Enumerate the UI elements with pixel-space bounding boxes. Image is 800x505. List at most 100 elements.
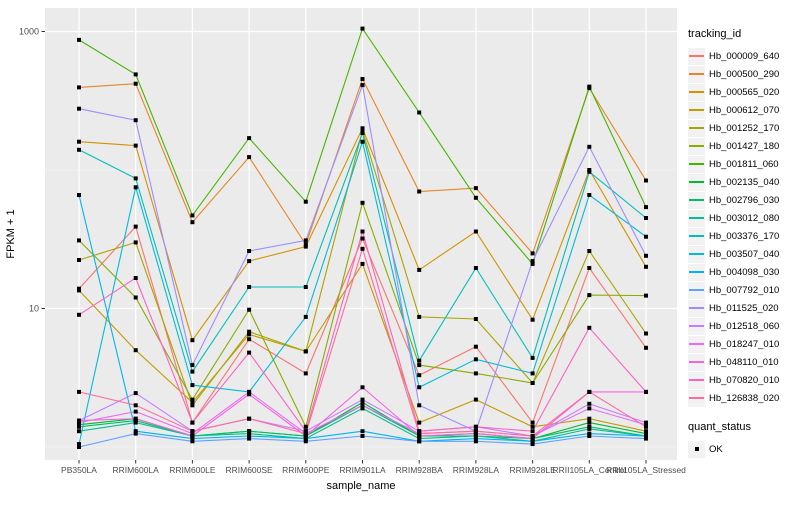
data-point xyxy=(360,126,365,131)
legend-key-line-icon xyxy=(688,389,705,407)
data-point xyxy=(587,389,592,394)
data-point xyxy=(77,147,81,152)
data-point xyxy=(473,344,478,349)
data-point xyxy=(417,363,422,368)
data-point xyxy=(473,397,478,402)
data-point xyxy=(530,317,535,322)
data-point xyxy=(360,400,365,405)
data-point xyxy=(530,442,535,447)
data-point xyxy=(77,238,81,243)
data-point xyxy=(587,249,592,253)
legend-entry-Hb_070820_010: Hb_070820_010 xyxy=(688,371,800,389)
data-point xyxy=(247,436,252,441)
legend-entry-label: Hb_001252_170 xyxy=(709,122,780,134)
legend-key-line-icon xyxy=(688,371,705,389)
data-point xyxy=(247,136,252,141)
legend-title-quant-status: quant_status xyxy=(688,421,751,433)
data-point xyxy=(360,139,365,144)
data-point xyxy=(133,409,138,414)
y-tick-label: 1000 xyxy=(19,27,39,37)
data-point xyxy=(190,213,195,218)
data-point xyxy=(473,439,478,444)
data-point xyxy=(77,106,81,111)
data-point xyxy=(417,420,422,425)
legend-key-line-icon xyxy=(688,191,705,209)
x-tick-label: RRIM600LE xyxy=(169,465,216,475)
data-point xyxy=(190,338,195,343)
data-point xyxy=(473,424,478,429)
y-axis-title: FPKM + 1 xyxy=(5,209,17,258)
data-point xyxy=(190,383,195,388)
data-point xyxy=(530,439,535,444)
data-point xyxy=(190,436,195,441)
data-point xyxy=(77,422,81,427)
data-point xyxy=(133,403,138,408)
data-point xyxy=(247,392,252,397)
data-point xyxy=(133,416,138,421)
legend-entry-Hb_004098_030: Hb_004098_030 xyxy=(688,263,800,281)
legend-entry-Hb_018247_010: Hb_018247_010 xyxy=(688,335,800,353)
data-point xyxy=(644,389,648,394)
data-point xyxy=(247,259,252,264)
data-point xyxy=(77,429,81,434)
data-point xyxy=(360,429,365,434)
data-point xyxy=(473,371,478,376)
data-point xyxy=(190,369,195,374)
data-point xyxy=(417,431,422,436)
data-point xyxy=(247,285,252,289)
legend-entry-Hb_003376_170: Hb_003376_170 xyxy=(688,227,800,245)
legend-entry-ok: OK xyxy=(688,440,800,458)
data-point xyxy=(644,234,648,239)
data-point xyxy=(417,189,422,194)
legend-key-line-icon xyxy=(688,101,705,119)
data-point xyxy=(360,403,365,408)
data-point xyxy=(644,429,648,434)
data-point xyxy=(644,436,648,441)
data-point xyxy=(77,288,81,293)
data-point xyxy=(247,337,252,342)
legend-entry-Hb_003012_080: Hb_003012_080 xyxy=(688,209,800,227)
data-point xyxy=(303,285,308,289)
data-point xyxy=(473,195,478,200)
data-point xyxy=(77,424,81,429)
data-point xyxy=(190,220,195,225)
data-point xyxy=(360,397,365,402)
data-point xyxy=(360,385,365,390)
legend-key-line-icon xyxy=(688,47,705,65)
data-point xyxy=(417,267,422,272)
data-point xyxy=(133,240,138,245)
legend-entry-label: Hb_000500_290 xyxy=(709,68,780,80)
data-point xyxy=(644,293,648,298)
legend-key-line-icon xyxy=(688,299,705,317)
data-point xyxy=(360,131,365,135)
data-point xyxy=(133,295,138,300)
data-point xyxy=(587,406,592,411)
legend-key-line-icon xyxy=(688,65,705,83)
data-point xyxy=(417,439,422,444)
data-point xyxy=(133,429,138,434)
legend-entry-label: Hb_012518_060 xyxy=(709,320,780,332)
data-point xyxy=(644,424,648,429)
legend-entry-label: Hb_001427_180 xyxy=(709,140,780,152)
data-point xyxy=(360,406,365,411)
x-tick-label: RRIM600SE xyxy=(225,465,273,475)
x-tick-label: RRIM928LE xyxy=(509,465,556,475)
x-tick-label: RRIM928LA xyxy=(453,465,500,475)
legend-entry-label: Hb_000612_070 xyxy=(709,104,780,116)
data-point xyxy=(587,401,592,406)
data-point xyxy=(530,381,535,385)
data-point xyxy=(360,229,365,234)
legend-entry-Hb_000612_070: Hb_000612_070 xyxy=(688,101,800,119)
data-point xyxy=(303,238,308,243)
data-point xyxy=(473,357,478,362)
legend-key-line-icon xyxy=(688,281,705,299)
data-point xyxy=(77,389,81,394)
data-point xyxy=(644,216,648,220)
data-point xyxy=(587,426,592,431)
legend-entry-label: Hb_002796_030 xyxy=(709,194,780,206)
data-point xyxy=(360,236,365,241)
data-point xyxy=(417,434,422,438)
data-point xyxy=(644,345,648,350)
data-point xyxy=(77,442,81,447)
data-point xyxy=(417,403,422,408)
